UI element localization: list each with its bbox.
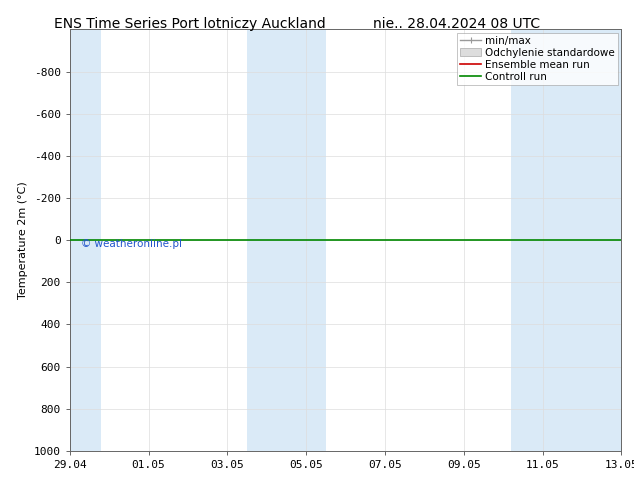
Text: © weatheronline.pl: © weatheronline.pl [81,239,182,249]
Y-axis label: Temperature 2m (°C): Temperature 2m (°C) [18,181,28,299]
Text: ENS Time Series Port lotniczy Auckland: ENS Time Series Port lotniczy Auckland [55,17,326,31]
Bar [511,29,625,451]
Text: nie.. 28.04.2024 08 UTC: nie.. 28.04.2024 08 UTC [373,17,540,31]
Bar [247,29,326,451]
Bar [66,29,101,451]
Legend: min/max, Odchylenie standardowe, Ensemble mean run, Controll run: min/max, Odchylenie standardowe, Ensembl… [457,32,618,85]
